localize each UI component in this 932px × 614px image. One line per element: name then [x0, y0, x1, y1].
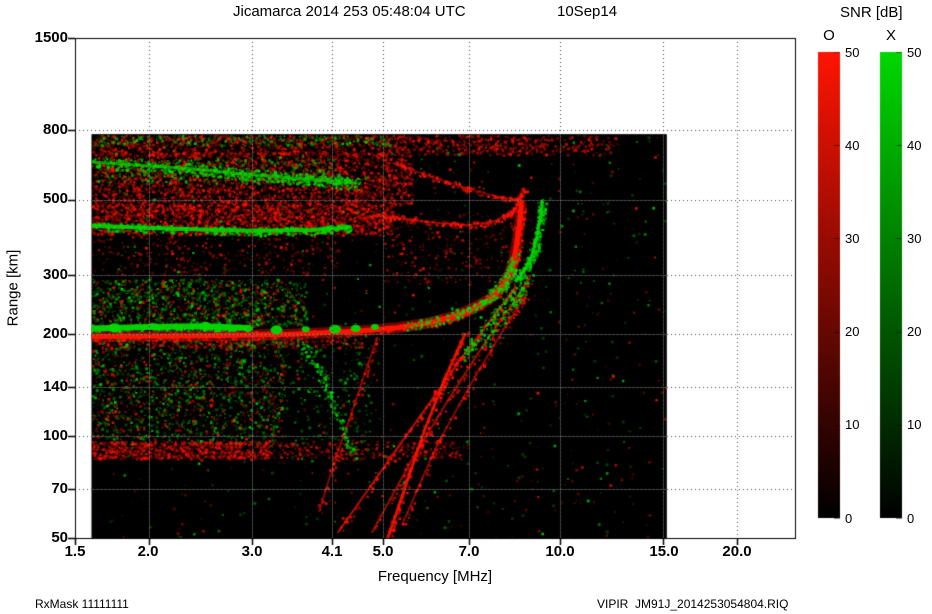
x-colorbar-tick-label: 30	[907, 231, 922, 246]
o-colorbar-tick-label: 30	[845, 231, 860, 246]
x-axis-title: Frequency [MHz]	[377, 568, 493, 585]
x-colorbar-tick-label: 50	[907, 45, 922, 60]
y-tick-label: 50	[51, 529, 68, 546]
y-tick-label: 140	[42, 378, 68, 395]
x-tick-label: 10.0	[545, 543, 575, 560]
y-tick-label: 200	[42, 325, 68, 342]
x-tick-label: 4.1	[321, 543, 343, 560]
o-colorbar-tick-label: 0	[845, 511, 853, 526]
x-colorbar-tick-label: 0	[907, 511, 915, 526]
y-tick-label: 800	[42, 121, 68, 138]
colorbar-title: SNR [dB]	[840, 4, 903, 21]
x-colorbar-tick-label: 10	[907, 417, 922, 432]
y-tick-label: 1500	[34, 29, 68, 46]
o-colorbar-tick-label: 10	[845, 417, 860, 432]
y-tick-label: 70	[51, 480, 68, 497]
x-tick-label: 1.5	[64, 543, 86, 560]
x-tick-label: 20.0	[722, 543, 752, 560]
o-colorbar-tick-label: 20	[845, 324, 860, 339]
page-date: 10Sep14	[557, 3, 618, 20]
o-colorbar-tick-label: 40	[845, 138, 860, 153]
filename-text: VIPIR JM91J_2014253054804.RIQ	[597, 597, 789, 611]
y-tick-label: 100	[42, 427, 68, 444]
x-tick-label: 15.0	[649, 543, 679, 560]
x-mode-label: X	[885, 27, 896, 44]
rxmask-text: RxMask 11111111	[35, 597, 129, 611]
o-colorbar-tick-label: 50	[845, 45, 860, 60]
y-tick-label: 500	[42, 190, 68, 207]
x-tick-label: 3.0	[241, 543, 263, 560]
x-tick-label: 2.0	[137, 543, 159, 560]
x-colorbar-tick-label: 20	[907, 324, 922, 339]
page-title: Jicamarca 2014 253 05:48:04 UTC	[233, 3, 466, 20]
y-axis-title: Range [km]	[4, 249, 22, 327]
x-tick-label: 7.0	[458, 543, 480, 560]
x-colorbar-tick-label: 40	[907, 138, 922, 153]
o-mode-label: O	[823, 27, 835, 44]
y-tick-label: 300	[42, 266, 68, 283]
x-tick-label: 5.0	[372, 543, 394, 560]
